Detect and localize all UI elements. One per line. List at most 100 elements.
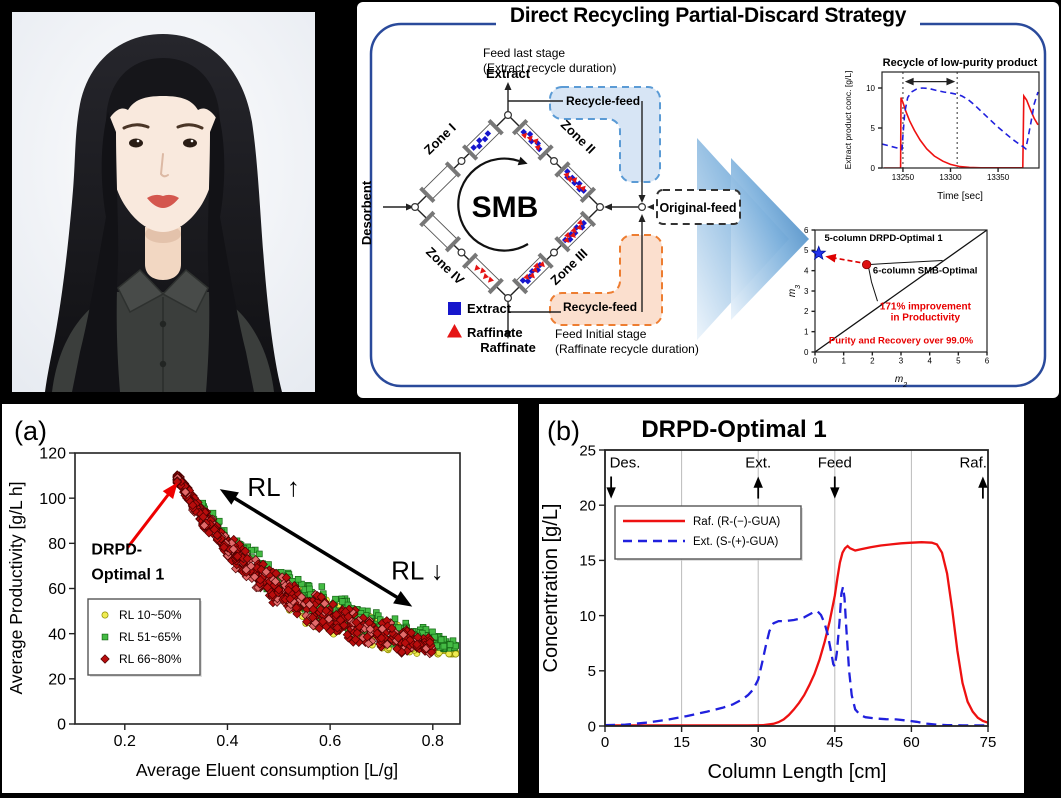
svg-text:Purity and Recovery over 99.0%: Purity and Recovery over 99.0% [829, 335, 974, 346]
smb-column [419, 210, 462, 253]
port-label-raffinate: Raffinate [480, 340, 536, 355]
svg-text:5-column DRPD-Optimal 1: 5-column DRPD-Optimal 1 [824, 233, 943, 244]
svg-text:(Extract recycle duration): (Extract recycle duration) [483, 61, 616, 75]
recycle-feed-top-label: Recycle-feed [566, 94, 640, 108]
nose [159, 153, 169, 178]
svg-text:RL ↑: RL ↑ [247, 472, 300, 502]
svg-text:0: 0 [813, 357, 818, 366]
node-circle [504, 294, 513, 303]
svg-text:DRPD-: DRPD- [91, 542, 142, 559]
svg-text:Recycle of low-purity product: Recycle of low-purity product [883, 57, 1038, 69]
svg-text:25: 25 [579, 442, 596, 459]
svg-text:2: 2 [804, 307, 809, 316]
node-circle [457, 157, 466, 166]
node-circle [410, 203, 419, 212]
smb-column [554, 161, 597, 204]
svg-text:Feed: Feed [818, 455, 852, 472]
svg-text:RL ↓: RL ↓ [391, 555, 444, 585]
svg-text:3: 3 [804, 287, 809, 296]
svg-text:60: 60 [903, 734, 920, 751]
series-line [883, 93, 1039, 168]
series-line [882, 87, 1039, 151]
chart-legend: Raf. (R-(−)-GUA) Ext. (S-(+)-GUA) [614, 505, 803, 561]
svg-text:0: 0 [588, 718, 596, 735]
svg-text:Raf. (R-(−)-GUA): Raf. (R-(−)-GUA) [693, 516, 780, 528]
svg-text:Optimal 1: Optimal 1 [91, 566, 164, 583]
smb-center-label: SMB [472, 191, 539, 224]
svg-text:13250: 13250 [892, 173, 915, 182]
portrait-photo-svg [12, 12, 315, 392]
svg-text:(a): (a) [14, 416, 47, 446]
svg-text:RL 66~80%: RL 66~80% [119, 652, 182, 666]
svg-text:Concentration [g/L]: Concentration [g/L] [540, 504, 562, 673]
port-label-desorbent: Desorbent [359, 180, 374, 245]
smb-column [511, 118, 554, 161]
collar-left [117, 268, 165, 314]
svg-text:5: 5 [804, 246, 809, 255]
svg-text:Ext.: Ext. [745, 455, 771, 472]
svg-text:RL 51~65%: RL 51~65% [119, 630, 182, 644]
svg-text:80: 80 [48, 536, 66, 553]
svg-text:0.4: 0.4 [216, 733, 238, 750]
inset-mplane-chart: 0 1 2 3 4 5 6 0 1 2 3 4 5 6 m2 m3 5-column DRPD-Optimal … [787, 226, 990, 389]
lips [147, 194, 179, 208]
svg-text:0: 0 [601, 734, 609, 751]
svg-text:15: 15 [579, 553, 596, 570]
svg-text:Extract: Extract [467, 301, 512, 316]
node-circle [457, 248, 466, 257]
port-label-extract: Extract [486, 66, 531, 81]
series-group [605, 541, 988, 726]
panel-b-chart: 0 15 30 45 60 75 0 5 10 15 20 25 Column Length [cm] C… [540, 416, 996, 783]
portrait-photo [12, 12, 315, 392]
svg-text:1: 1 [804, 327, 809, 336]
svg-text:171% improvement: 171% improvement [880, 301, 972, 312]
eyebrow-left [122, 123, 150, 130]
panel-a-chart: 0.2 0.4 0.6 0.8 0 20 40 60 80 100 120 Average Eluen… [6, 416, 461, 780]
node-circle [596, 203, 605, 212]
smb-column [461, 119, 504, 161]
legend-raffinate-swatch [447, 324, 462, 338]
svg-text:0: 0 [804, 348, 809, 357]
svg-text:5: 5 [588, 663, 596, 680]
svg-text:1: 1 [841, 357, 846, 366]
collar-right [161, 268, 209, 314]
smb-column [511, 252, 554, 295]
svg-text:10: 10 [579, 608, 596, 625]
strategy-title: Direct Recycling Partial-Discard Strateg… [495, 4, 921, 28]
strategy-title-bar: Direct Recycling Partial-Discard Strateg… [357, 4, 1059, 28]
original-feed-box [656, 189, 741, 225]
panel-a: 0.2 0.4 0.6 0.8 0 20 40 60 80 100 120 Average Eluen… [2, 404, 518, 793]
bangs [106, 58, 220, 124]
smb-column [554, 210, 597, 253]
inset-recycle-chart: 13250 13300 13350 0 5 10 Time [sec] Extract pro… [843, 57, 1040, 202]
svg-text:45: 45 [826, 734, 843, 751]
svg-text:2: 2 [870, 357, 875, 366]
svg-text:Raf.: Raf. [959, 455, 987, 472]
svg-text:4: 4 [927, 357, 932, 366]
scatter-series [172, 470, 438, 659]
series-line [605, 586, 988, 726]
svg-text:m3: m3 [787, 285, 802, 297]
gridlines [902, 72, 958, 168]
svg-text:Ext. (S-(+)-GUA): Ext. (S-(+)-GUA) [693, 536, 778, 548]
node-circle [550, 248, 559, 257]
svg-text:60: 60 [48, 581, 66, 598]
svg-text:5: 5 [871, 124, 876, 133]
svg-text:Feed Initial stage: Feed Initial stage [555, 327, 647, 341]
svg-text:0.8: 0.8 [422, 733, 444, 750]
star-marker [810, 245, 827, 260]
svg-text:6: 6 [985, 357, 990, 366]
eyebrow-right [176, 123, 204, 130]
svg-text:Des.: Des. [610, 455, 641, 472]
hair-side-left [72, 112, 120, 392]
svg-text:Average Eluent consumption [L/: Average Eluent consumption [L/g] [136, 760, 398, 780]
svg-text:5: 5 [956, 357, 961, 366]
svg-text:m2: m2 [895, 374, 907, 389]
node-circle [550, 157, 559, 166]
face [107, 64, 219, 232]
svg-text:0.6: 0.6 [319, 733, 341, 750]
svg-text:40: 40 [48, 626, 66, 643]
eye-highlight [190, 139, 194, 143]
svg-text:6-column SMB-Optimal: 6-column SMB-Optimal [873, 266, 978, 277]
plot-box [604, 449, 989, 727]
